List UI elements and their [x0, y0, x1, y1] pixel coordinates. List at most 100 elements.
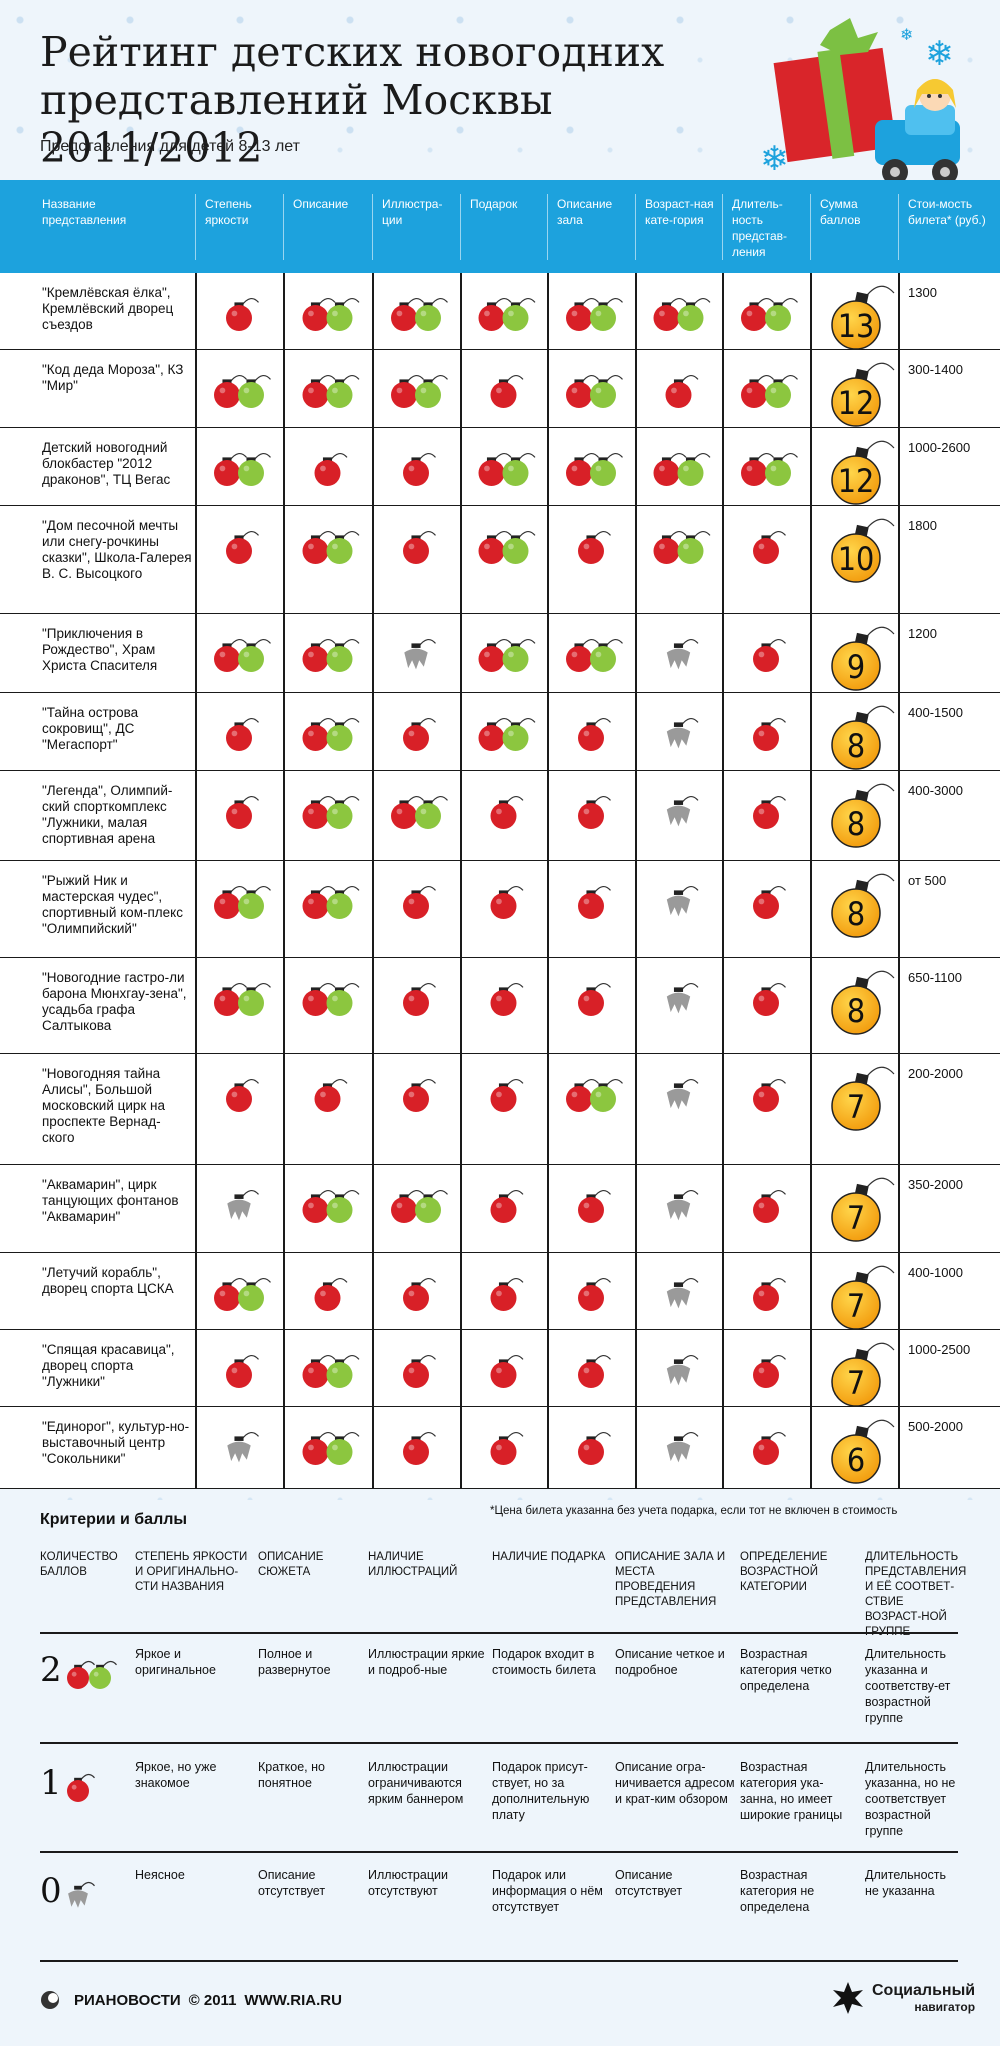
- ticket-price: 1800: [908, 518, 937, 533]
- score-cell: [722, 1165, 810, 1252]
- score-2-ornament-icon: [214, 638, 271, 672]
- score-cell: [283, 958, 372, 1053]
- score-cell: [195, 958, 283, 1053]
- score-cell: [283, 1165, 372, 1252]
- criteria-description: Длительность не указанна: [865, 1868, 947, 1898]
- ticket-price: 500-2000: [908, 1419, 963, 1434]
- score-cell: [460, 1054, 547, 1164]
- header-separator: [547, 194, 548, 260]
- score-cell: [195, 1165, 283, 1252]
- score-1-ornament-icon: [753, 1189, 786, 1223]
- score-2-ornament-icon: [302, 717, 360, 751]
- score-cell: [283, 614, 372, 692]
- score-cell: [722, 1054, 810, 1164]
- score-cell: [372, 1330, 460, 1406]
- header-separator: [810, 194, 811, 260]
- score-cell: [283, 1330, 372, 1406]
- score-2-ornament-icon: [214, 982, 271, 1016]
- score-2-ornament-icon: [302, 530, 360, 564]
- ticket-price: от 500: [908, 873, 947, 888]
- column-header-9: Стои-мость билета* (руб.): [908, 197, 986, 227]
- show-name: "Дом песочной мечты или снегу-рочкины ск…: [42, 518, 192, 581]
- score-1-ornament-icon: [403, 452, 436, 486]
- criteria-heading-5: ОПИСАНИЕ ЗАЛА И МЕСТА ПРОВЕДЕНИЯ ПРЕДСТА…: [615, 1551, 726, 1608]
- total-score-value: 7: [847, 1199, 865, 1237]
- total-score-value: 6: [847, 1441, 865, 1479]
- score-2-ornament-icon: [478, 452, 536, 486]
- table-row: "Тайна острова сокровищ", ДС "Мегаспорт"…: [0, 693, 1000, 771]
- criteria-heading-3: НАЛИЧИЕ ИЛЛЮСТРАЦИЙ: [368, 1551, 458, 1578]
- total-score-value: 8: [847, 805, 865, 843]
- score-cell: [547, 506, 635, 613]
- score-2-ornament-icon: [302, 1431, 360, 1465]
- score-cell: [722, 861, 810, 957]
- score-2-ornament-icon: [478, 297, 536, 331]
- score-cell: [722, 771, 810, 860]
- total-score-ornament: 8: [820, 861, 900, 958]
- score-2-ornament-icon: [566, 297, 623, 331]
- show-name: "Единорог", культур-но-выставочный центр…: [42, 1419, 190, 1466]
- score-cell: [372, 771, 460, 860]
- score-cell: [722, 693, 810, 770]
- criteria-points: 2: [40, 1650, 62, 1690]
- score-cell: [722, 428, 810, 505]
- score-cell: [283, 428, 372, 505]
- score-1-ornament-icon: [753, 1277, 786, 1311]
- ria-copyright: © 2011: [188, 1991, 237, 2009]
- score-0-ornament-icon: [666, 795, 699, 827]
- total-score-ornament: 9: [820, 614, 900, 693]
- score-0-ornament-icon: [227, 1431, 259, 1463]
- score-cell: [372, 350, 460, 427]
- score-0-ornament-icon: [666, 1354, 699, 1386]
- criteria-heading-7: ДЛИТЕЛЬНОСТЬ ПРЕДСТАВЛЕНИЯ И ЕЁ СООТВЕТ-…: [865, 1551, 967, 1638]
- total-score-value: 8: [847, 992, 865, 1030]
- score-cell: [722, 506, 810, 613]
- criteria-description: Возрастная категория четко определена: [740, 1647, 832, 1693]
- table-row: "Новогодние гастро-ли барона Мюнхгау-зен…: [0, 958, 1000, 1054]
- social-navigator-subtitle: навигатор: [914, 2000, 976, 2014]
- score-cell: [195, 1330, 283, 1406]
- score-1-ornament-icon: [314, 1277, 348, 1311]
- show-name: "Код деда Мороза", КЗ "Мир": [42, 362, 184, 393]
- score-2-ornament-icon: [478, 717, 536, 751]
- score-1-ornament-icon: [490, 795, 524, 829]
- table-row: "Единорог", культур-но-выставочный центр…: [0, 1407, 1000, 1489]
- score-cell: [460, 958, 547, 1053]
- score-cell: [283, 273, 372, 349]
- ticket-price: 200-2000: [908, 1066, 963, 1081]
- table-row: "Новогодняя тайна Алисы", Большой москов…: [0, 1054, 1000, 1165]
- score-2-ornament-icon: [478, 638, 536, 672]
- table-row: "Летучий корабль", дворец спорта ЦСКА 7 40…: [0, 1253, 1000, 1330]
- table-row: "Спящая красавица", дворец спорта "Лужни…: [0, 1330, 1000, 1407]
- ria-logo-icon: [41, 1991, 59, 2009]
- score-1-ornament-icon: [490, 1277, 524, 1311]
- show-name: "Приключения в Рождество", Храм Христа С…: [42, 626, 158, 673]
- score-cell: [283, 861, 372, 957]
- rating-table: "Кремлёвская ёлка", Кремлёвский дворец с…: [0, 273, 1000, 1489]
- criteria-heading-1: СТЕПЕНЬ ЯРКОСТИ И ОРИГИНАЛЬНО-СТИ НАЗВАН…: [135, 1551, 248, 1593]
- column-header-4: Подарок: [470, 197, 518, 211]
- header-separator: [372, 194, 373, 260]
- table-header: Название представления Степень яркости Опи…: [0, 180, 1000, 273]
- score-2-ornament-icon: [741, 297, 798, 331]
- score-cell: [460, 350, 547, 427]
- criteria-description: Иллюстрации яркие и подроб-ные: [368, 1647, 485, 1677]
- score-2-ornament-icon: [214, 452, 271, 486]
- column-header-0: Название представления: [42, 197, 127, 227]
- score-cell: [460, 428, 547, 505]
- ria-brand: РИАНОВОСТИ: [74, 1991, 181, 2009]
- score-1-ornament-icon: [578, 530, 611, 564]
- score-1-ornament-icon: [753, 638, 786, 672]
- column-divider: [898, 273, 900, 1489]
- score-1-ornament-icon: [753, 982, 786, 1016]
- score-0-ornament-icon: [666, 1431, 699, 1463]
- ticket-price: 1000-2500: [908, 1342, 971, 1357]
- column-header-2: Описание: [293, 197, 349, 211]
- score-cell: [195, 614, 283, 692]
- score-2-ornament-icon: [214, 374, 271, 408]
- score-cell: [372, 614, 460, 692]
- table-row: "Легенда", Олимпий-ский спорткомплекс "Л…: [0, 771, 1000, 861]
- score-cell: [722, 350, 810, 427]
- total-score-ornament: 7: [820, 1165, 900, 1253]
- score-cell: [547, 693, 635, 770]
